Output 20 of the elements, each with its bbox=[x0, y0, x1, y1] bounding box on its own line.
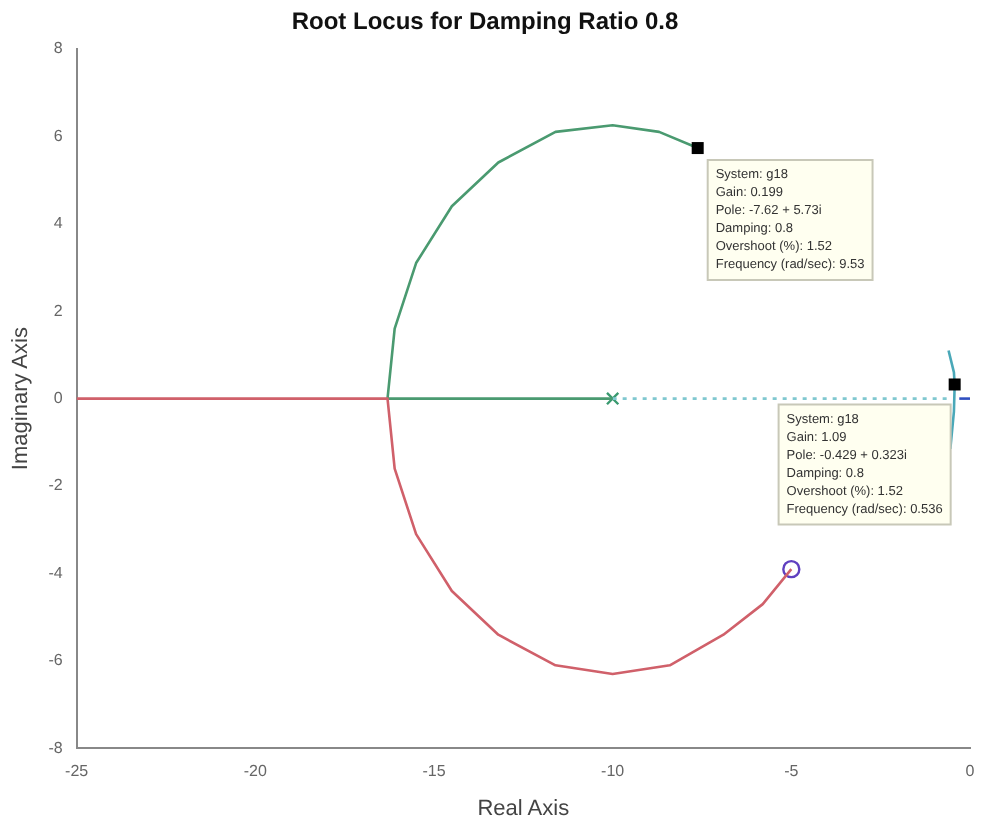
point bbox=[782, 559, 801, 579]
x-tick-label: -10 bbox=[601, 762, 626, 781]
y-tick-label: 2 bbox=[53, 301, 64, 320]
x-tick-label: 0 bbox=[965, 762, 976, 781]
y-tick-label: -2 bbox=[48, 476, 64, 495]
point bbox=[605, 391, 620, 406]
x-tick-label: -5 bbox=[784, 762, 800, 781]
x-tick-label: -25 bbox=[65, 762, 90, 781]
y-tick-label: 6 bbox=[53, 126, 64, 145]
y-tick-label: 8 bbox=[53, 39, 64, 58]
x-tick-label: -20 bbox=[243, 762, 268, 781]
y-tick-label: 4 bbox=[53, 214, 64, 233]
y-tick-label: -4 bbox=[48, 563, 64, 582]
y-tick-label: 0 bbox=[53, 389, 64, 408]
chart-title: Root Locus for Damping Ratio 0.8 bbox=[291, 7, 679, 36]
y-axis-title: Imaginary Axis bbox=[9, 326, 34, 471]
y-tick-label: -8 bbox=[48, 738, 64, 757]
x-axis-title: Real Axis bbox=[477, 796, 571, 821]
y-tick-label: -6 bbox=[48, 651, 64, 670]
x-tick-label: -15 bbox=[422, 762, 447, 781]
